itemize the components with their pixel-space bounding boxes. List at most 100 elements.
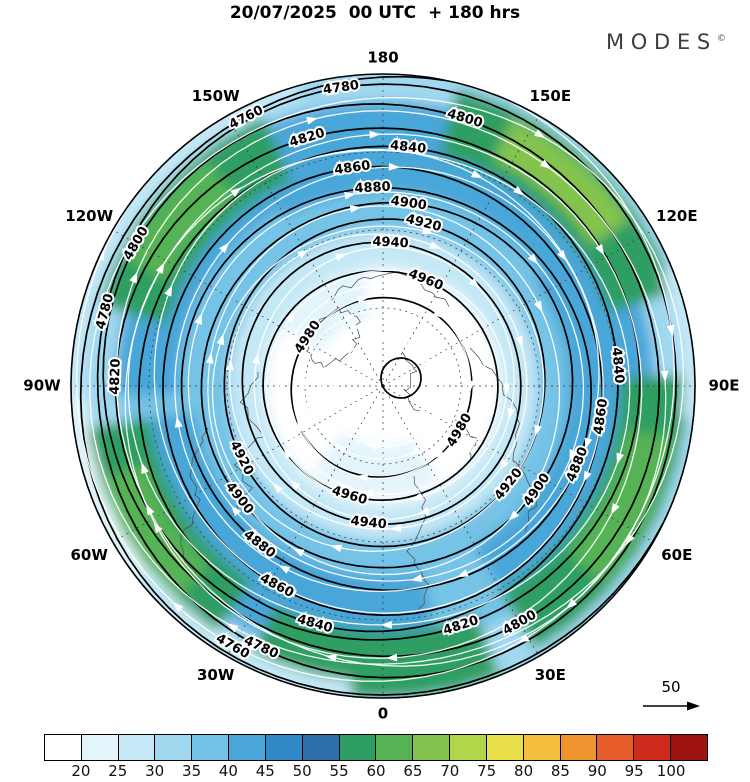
contour-label-4780: 4780 — [322, 78, 360, 98]
wind-arrow-icon — [584, 437, 593, 450]
contour-4960 — [262, 270, 499, 501]
colorbar-cell — [597, 735, 635, 760]
coastline — [401, 351, 421, 412]
colorbar-cell — [81, 735, 119, 760]
wind-arrow-icon — [330, 544, 343, 553]
wind-arrow-icon — [433, 308, 445, 319]
wind-arrow-icon — [164, 285, 173, 297]
lon-label-120e: 120E — [656, 207, 698, 225]
wind-arrow-icon — [595, 243, 605, 256]
wind-arrow-icon — [278, 565, 291, 574]
colorbar — [44, 734, 708, 761]
wind-arrow-icon — [660, 370, 669, 382]
wind-arrow-icon — [583, 470, 592, 483]
contour-4920 — [223, 218, 546, 548]
colorbar-tick-label: 75 — [477, 762, 497, 780]
wind-arrow-icon — [389, 524, 402, 532]
wind-arrow-icon — [227, 623, 239, 633]
map-boundary — [70, 73, 696, 699]
colorbar-cell — [302, 735, 340, 760]
colorbar-cell — [486, 735, 524, 760]
streamline — [265, 269, 508, 503]
colorbar-tick-label: 40 — [218, 762, 238, 780]
lon-label-60e: 60E — [661, 546, 692, 564]
wind-arrow-icon — [417, 507, 430, 515]
modes-logo-text: MODES — [605, 30, 717, 54]
lon-label-150w: 150W — [192, 87, 240, 105]
colorbar-tick-label: 100 — [656, 762, 686, 780]
wind-arrow-icon — [380, 620, 392, 629]
colorbar-tick-label: 90 — [587, 762, 607, 780]
streamline — [229, 233, 528, 530]
wind-arrow-icon — [471, 170, 483, 179]
coastline — [329, 271, 450, 307]
contour-4940 — [241, 241, 522, 525]
wind-arrow-icon — [306, 117, 318, 125]
wind-arrow-icon — [320, 386, 328, 399]
wind-arrow-icon — [216, 333, 225, 346]
colorbar-cell — [634, 735, 672, 760]
contour-4840 — [137, 145, 619, 633]
wind-arrow-icon — [277, 365, 285, 377]
colorbar-cell — [45, 735, 82, 760]
colorbar-tick-label: 45 — [255, 762, 275, 780]
contour-4880 — [180, 186, 593, 592]
wind-arrow-icon — [484, 395, 492, 408]
lon-label-90w: 90W — [23, 377, 61, 395]
contour-innermost — [380, 357, 422, 399]
contour-label-4940: 4940 — [350, 514, 388, 533]
colorbar-tick-label: 65 — [403, 762, 423, 780]
wind-arrow-icon — [299, 374, 308, 386]
modes-logo-copyright-icon: © — [717, 34, 726, 44]
wind-arrow-icon — [421, 227, 434, 235]
contour-label-4860: 4860 — [333, 158, 371, 178]
wind-arrow-icon — [508, 510, 520, 521]
wind-arrow-icon — [499, 458, 509, 471]
wind-arrow-icon — [466, 380, 475, 392]
reference-arrow-icon — [643, 701, 700, 711]
streamline — [207, 205, 561, 576]
wind-arrow-icon — [344, 191, 356, 200]
wind-arrow-icon — [427, 381, 436, 393]
wind-arrow-icon — [335, 444, 347, 454]
coastline — [454, 419, 477, 460]
wind-arrow-icon — [502, 383, 511, 395]
wind-arrow-icon — [365, 442, 377, 450]
contour-4820 — [114, 127, 641, 641]
contour-4800 — [102, 103, 660, 658]
wind-arrow-icon — [272, 482, 284, 494]
wind-arrow-icon — [666, 324, 675, 337]
contour-layer — [79, 75, 695, 696]
contour-4780 — [96, 83, 677, 679]
wind-arrow-icon — [410, 574, 423, 583]
wind-arrow-icon — [513, 185, 525, 196]
wind-arrow-icon — [515, 335, 523, 348]
wind-arrow-icon — [429, 241, 442, 249]
wind-arrow-icon — [388, 162, 400, 171]
colorbar-cell — [413, 735, 451, 760]
colorbar-tick-label: 50 — [292, 762, 312, 780]
wind-arrow-icon — [376, 430, 388, 438]
wind-arrow-icon — [230, 505, 241, 517]
wind-arrow-icon — [539, 159, 552, 170]
colorbar-tick-label: 80 — [514, 762, 534, 780]
lon-label-30e: 30E — [535, 666, 566, 684]
colorbar-cell — [192, 735, 230, 760]
wind-arrow-icon — [534, 129, 546, 139]
streamline — [292, 294, 471, 480]
contour-label-4840: 4840 — [389, 138, 427, 157]
lon-label-60w: 60W — [70, 546, 108, 564]
wind-arrow-icon — [194, 313, 202, 325]
wind-arrow-icon — [356, 474, 369, 482]
wind-arrow-icon — [283, 447, 293, 459]
colorbar-cell — [523, 735, 561, 760]
wind-arrow-icon — [335, 253, 347, 261]
contour-label-4840: 4840 — [608, 347, 626, 384]
lon-label-150e: 150E — [530, 87, 572, 105]
wind-arrow-icon — [331, 379, 340, 391]
colorbar-cell — [155, 735, 193, 760]
lon-label-30w: 30W — [197, 666, 235, 684]
wind-arrow-icon — [533, 300, 543, 313]
wind-arrow-icon — [433, 410, 443, 422]
wind-arrow-icon — [252, 352, 260, 365]
